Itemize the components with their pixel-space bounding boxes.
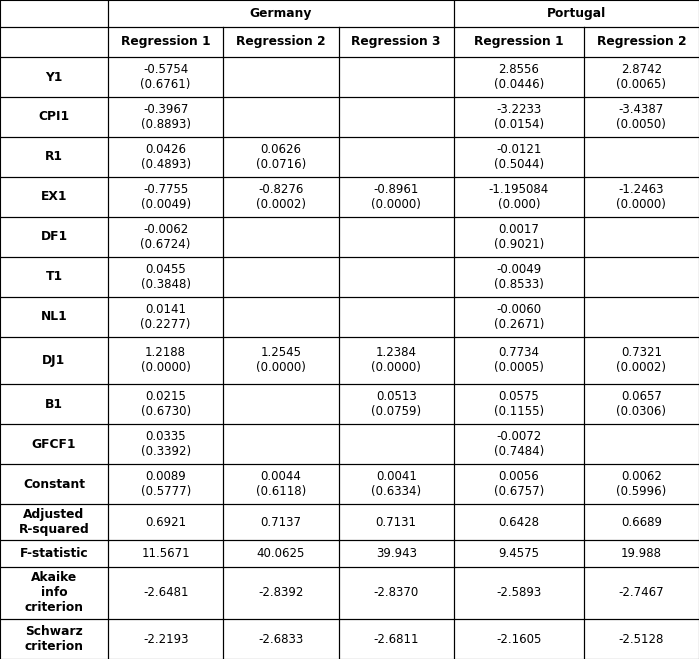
Text: -2.8392: -2.8392	[258, 587, 303, 600]
Text: 0.0017
(0.9021): 0.0017 (0.9021)	[493, 223, 544, 251]
Text: -0.0060
(0.2671): -0.0060 (0.2671)	[493, 302, 544, 331]
Text: -1.2463
(0.0000): -1.2463 (0.0000)	[617, 183, 666, 211]
Text: 9.4575: 9.4575	[498, 547, 539, 560]
Text: 2.8742
(0.0065): 2.8742 (0.0065)	[617, 63, 666, 91]
Text: GFCF1: GFCF1	[31, 438, 76, 451]
Text: -2.6833: -2.6833	[259, 633, 303, 646]
Text: -2.5893: -2.5893	[496, 587, 542, 600]
Text: Germany: Germany	[250, 7, 312, 20]
Text: B1: B1	[45, 397, 63, 411]
Text: 0.7131: 0.7131	[375, 515, 417, 529]
Text: Constant: Constant	[23, 478, 85, 490]
Text: 1.2188
(0.0000): 1.2188 (0.0000)	[140, 347, 191, 374]
Text: Schwarz
criterion: Schwarz criterion	[24, 625, 83, 653]
Text: 1.2545
(0.0000): 1.2545 (0.0000)	[256, 347, 306, 374]
Text: Regression 2: Regression 2	[596, 36, 686, 48]
Text: NL1: NL1	[41, 310, 67, 323]
Text: 0.6428: 0.6428	[498, 515, 539, 529]
Text: 0.0657
(0.0306): 0.0657 (0.0306)	[617, 390, 666, 418]
Text: -2.6811: -2.6811	[373, 633, 419, 646]
Text: 0.0089
(0.5777): 0.0089 (0.5777)	[140, 470, 191, 498]
Text: -3.2233
(0.0154): -3.2233 (0.0154)	[493, 103, 544, 131]
Text: -0.0062
(0.6724): -0.0062 (0.6724)	[140, 223, 191, 251]
Text: -0.7755
(0.0049): -0.7755 (0.0049)	[140, 183, 191, 211]
Text: 0.0044
(0.6118): 0.0044 (0.6118)	[256, 470, 306, 498]
Text: 0.0513
(0.0759): 0.0513 (0.0759)	[371, 390, 421, 418]
Text: 0.0335
(0.3392): 0.0335 (0.3392)	[140, 430, 191, 458]
Text: DF1: DF1	[41, 230, 68, 243]
Text: Regression 2: Regression 2	[236, 36, 326, 48]
Text: 0.0575
(0.1155): 0.0575 (0.1155)	[493, 390, 544, 418]
Text: DJ1: DJ1	[43, 354, 66, 367]
Text: Adjusted
R-squared: Adjusted R-squared	[19, 508, 89, 536]
Text: -2.6481: -2.6481	[143, 587, 188, 600]
Text: R1: R1	[45, 150, 63, 163]
Text: -2.7467: -2.7467	[619, 587, 664, 600]
Text: EX1: EX1	[41, 190, 67, 204]
Text: T1: T1	[45, 270, 62, 283]
Text: 0.0426
(0.4893): 0.0426 (0.4893)	[140, 143, 191, 171]
Text: -0.0072
(0.7484): -0.0072 (0.7484)	[493, 430, 544, 458]
Text: -0.8276
(0.0002): -0.8276 (0.0002)	[256, 183, 306, 211]
Text: 1.2384
(0.0000): 1.2384 (0.0000)	[371, 347, 421, 374]
Text: -0.8961
(0.0000): -0.8961 (0.0000)	[371, 183, 421, 211]
Text: -2.5128: -2.5128	[619, 633, 664, 646]
Text: 0.0455
(0.3848): 0.0455 (0.3848)	[140, 263, 191, 291]
Text: -0.0049
(0.8533): -0.0049 (0.8533)	[493, 263, 544, 291]
Text: 0.6689: 0.6689	[621, 515, 662, 529]
Text: 0.7137: 0.7137	[261, 515, 301, 529]
Text: Regression 1: Regression 1	[121, 36, 210, 48]
Text: CPI1: CPI1	[38, 111, 70, 123]
Text: F-statistic: F-statistic	[20, 547, 88, 560]
Text: 11.5671: 11.5671	[141, 547, 190, 560]
Text: -2.1605: -2.1605	[496, 633, 542, 646]
Text: 2.8556
(0.0446): 2.8556 (0.0446)	[493, 63, 544, 91]
Text: 0.0062
(0.5996): 0.0062 (0.5996)	[617, 470, 666, 498]
Text: 0.0141
(0.2277): 0.0141 (0.2277)	[140, 302, 191, 331]
Text: -2.2193: -2.2193	[143, 633, 188, 646]
Text: -1.195084
(0.000): -1.195084 (0.000)	[489, 183, 549, 211]
Text: 39.943: 39.943	[375, 547, 417, 560]
Text: 0.0215
(0.6730): 0.0215 (0.6730)	[140, 390, 191, 418]
Text: 0.7734
(0.0005): 0.7734 (0.0005)	[493, 347, 544, 374]
Text: Regression 1: Regression 1	[474, 36, 563, 48]
Text: Regression 3: Regression 3	[352, 36, 441, 48]
Text: -3.4387
(0.0050): -3.4387 (0.0050)	[617, 103, 666, 131]
Text: Portugal: Portugal	[547, 7, 606, 20]
Text: 0.6921: 0.6921	[145, 515, 186, 529]
Text: -0.5754
(0.6761): -0.5754 (0.6761)	[140, 63, 191, 91]
Text: -2.8370: -2.8370	[373, 587, 419, 600]
Text: -0.0121
(0.5044): -0.0121 (0.5044)	[493, 143, 544, 171]
Text: 0.0041
(0.6334): 0.0041 (0.6334)	[371, 470, 421, 498]
Text: 19.988: 19.988	[621, 547, 662, 560]
Text: -0.3967
(0.8893): -0.3967 (0.8893)	[140, 103, 191, 131]
Text: 40.0625: 40.0625	[257, 547, 305, 560]
Text: Y1: Y1	[45, 71, 63, 84]
Text: Akaike
info
criterion: Akaike info criterion	[24, 571, 83, 614]
Text: 0.0626
(0.0716): 0.0626 (0.0716)	[256, 143, 306, 171]
Text: 0.7321
(0.0002): 0.7321 (0.0002)	[617, 347, 666, 374]
Text: 0.0056
(0.6757): 0.0056 (0.6757)	[493, 470, 544, 498]
